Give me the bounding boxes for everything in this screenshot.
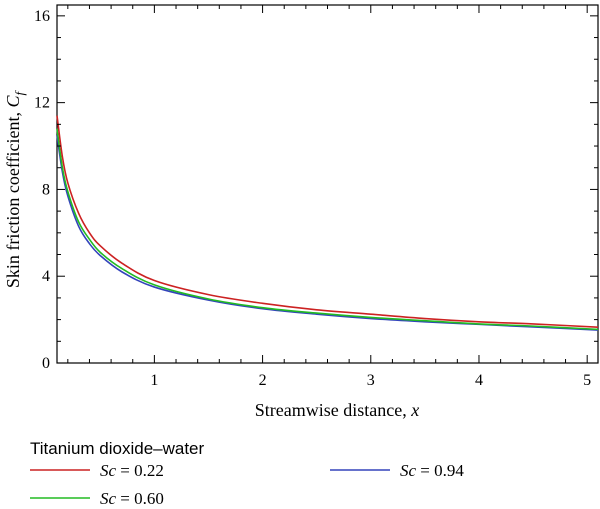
- y-tick-label: 0: [42, 355, 50, 372]
- legend: Sc = 0.22 Sc = 0.60 Sc = 0.94: [30, 461, 464, 508]
- y-axis-title: Skin friction coefficient, Cf: [3, 89, 27, 288]
- x-tick-label: 5: [583, 372, 591, 389]
- series-line-3: [56, 135, 599, 331]
- x-tick-label: 1: [150, 372, 158, 389]
- y-tick-label: 16: [34, 8, 50, 25]
- y-tick-label: 12: [34, 95, 50, 112]
- legend-label-2: Sc = 0.60: [100, 489, 164, 508]
- series-line-2: [56, 128, 599, 331]
- x-tick-label: 2: [259, 372, 267, 389]
- legend-label-1: Sc = 0.22: [100, 461, 164, 480]
- plot-frame: [56, 4, 599, 364]
- x-tick-label: 3: [367, 372, 375, 389]
- legend-label-3: Sc = 0.94: [400, 461, 464, 480]
- series-lines: [56, 115, 599, 331]
- x-axis-title: Streamwise distance, x: [255, 400, 419, 420]
- x-tick-label: 4: [475, 372, 483, 389]
- y-tick-label: 8: [42, 181, 50, 198]
- plot-area: [56, 4, 599, 364]
- series-line-1: [56, 115, 599, 328]
- legend-title: Titanium dioxide–water: [30, 439, 205, 458]
- y-tick-label: 4: [42, 268, 50, 285]
